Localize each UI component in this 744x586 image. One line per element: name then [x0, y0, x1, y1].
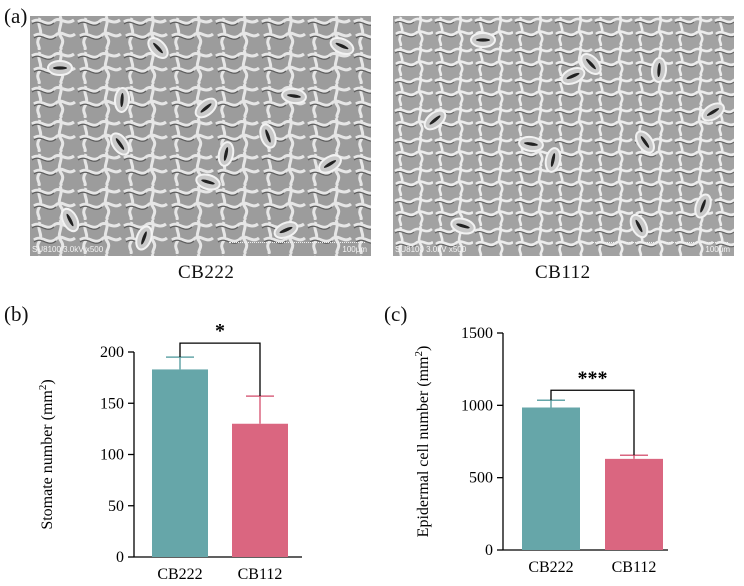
sem-caption-cb222: CB222: [178, 262, 235, 283]
scale-bar: [229, 236, 365, 243]
sem-info-text: SU8100 3.0kV x500: [395, 245, 467, 254]
scale-label: 100μm: [342, 245, 367, 254]
stomate: [329, 36, 355, 56]
stomate: [273, 221, 299, 239]
stomate: [544, 147, 562, 173]
y-tick-label: 50: [108, 498, 124, 515]
stomate: [580, 53, 602, 75]
y-tick-label: 200: [100, 344, 124, 361]
sem-caption-cb112: CB112: [535, 262, 591, 283]
stomate: [217, 141, 235, 167]
stomate: [650, 57, 668, 83]
stomate: [281, 87, 307, 105]
significance-label: *: [215, 320, 225, 342]
bar-cb222: [152, 369, 208, 557]
panel-label-a: (a): [4, 4, 28, 28]
stomate: [560, 67, 586, 85]
stomate: [195, 173, 221, 191]
panel-label-c: (c): [384, 302, 408, 326]
sem-info-text: SU8100 3.0kV x500: [32, 245, 104, 254]
significance-bracket: [179, 342, 261, 397]
stomate: [113, 87, 131, 113]
leaf-surface-texture: [393, 16, 734, 256]
y-tick-label: 100: [100, 447, 124, 464]
x-tick-label: CB112: [238, 566, 283, 583]
stomate: [635, 130, 655, 154]
sem-micrograph-cb222: SU8100 3.0kV x500 100μm: [30, 16, 371, 256]
stomate: [259, 123, 277, 149]
scale-label: 100μm: [705, 245, 730, 254]
sem-micrograph-cb112: SU8100 3.0kV x500 100μm: [393, 16, 734, 256]
y-tick-label: 150: [100, 395, 124, 412]
x-tick-label: CB222: [157, 566, 202, 583]
stomate: [629, 213, 649, 239]
scale-bar: [592, 236, 728, 243]
leaf-surface-texture: [30, 16, 371, 256]
stomate: [450, 217, 476, 235]
stomate: [318, 154, 342, 174]
stomate: [110, 132, 130, 156]
stomate: [47, 60, 73, 76]
stomate: [423, 109, 447, 131]
y-tick-label: 0: [116, 549, 124, 566]
stomate: [135, 225, 153, 251]
stomate: [60, 207, 80, 233]
stomate: [701, 102, 725, 122]
stomate: [147, 37, 169, 59]
stomate: [694, 193, 712, 219]
panel-label-b: (b): [4, 302, 29, 326]
bar-cb112: [232, 423, 288, 557]
y-axis-label: Stomate number (mm2): [37, 379, 56, 529]
stomate: [194, 97, 218, 119]
stomate: [470, 32, 496, 48]
stomate: [518, 135, 544, 153]
